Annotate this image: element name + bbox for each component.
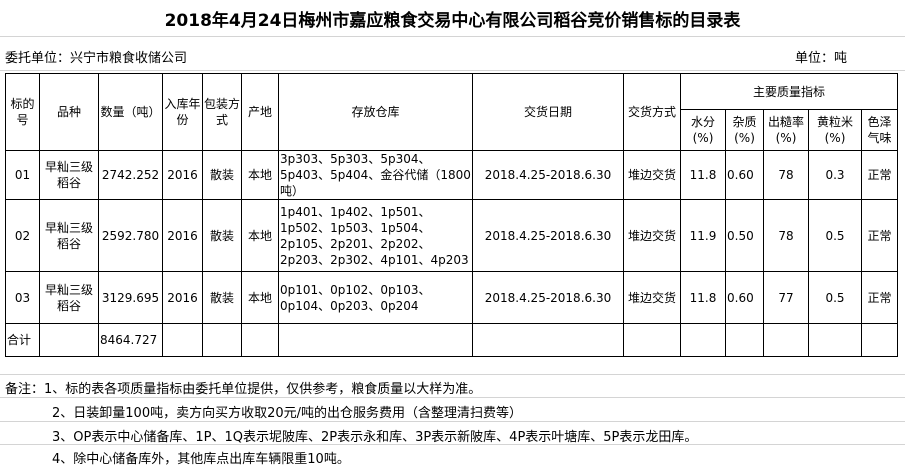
header-yellow: 黄粒米(%)	[808, 109, 862, 151]
page-title: 2018年4月24日梅州市嘉应粮食交易中心有限公司稻谷竞价销售标的目录表	[164, 11, 741, 31]
cell-qty: 3129.695	[98, 271, 163, 324]
cell-store: 0p101、0p102、0p103、0p104、0p203、0p204	[278, 271, 473, 324]
cell-yellow: 0.5	[808, 271, 862, 324]
header-color: 色泽气味	[861, 109, 898, 151]
header-impurity: 杂质(%)	[725, 109, 764, 151]
total-label: 合计	[5, 323, 40, 357]
cell-date: 2018.4.25-2018.6.30	[472, 199, 624, 272]
cell-yield: 78	[763, 150, 809, 200]
cell-no: 02	[5, 199, 40, 272]
unit-label: 单位：吨	[795, 51, 848, 66]
cell-origin: 本地	[241, 199, 279, 272]
table-row: 02 早籼三级稻谷 2592.780 2016 散装 本地 1p401、1p402、1p50…	[5, 199, 898, 272]
cell-no: 01	[5, 150, 40, 200]
cell-year: 2016	[162, 199, 203, 272]
header-pack: 包装方式	[202, 73, 242, 151]
cell-year: 2016	[162, 271, 203, 324]
cell-water: 11.9	[680, 199, 726, 272]
catalog-table: 标的号 品种 数量（吨） 入库年份 包装方式 产地 存放仓库 交货日期 交货方式…	[5, 73, 898, 357]
cell-variety: 早籼三级稻谷	[39, 271, 99, 324]
header-yield: 出糙率(%)	[763, 109, 809, 151]
header-variety: 品种	[39, 73, 99, 151]
cell-origin: 本地	[241, 150, 279, 200]
entrust-unit: 委托单位：兴宁市粮食收储公司	[5, 51, 188, 66]
note-1: 备注：1、标的表各项质量指标由委托单位提供，仅供参考，粮食质量以大样为准。	[5, 382, 482, 397]
header-origin: 产地	[241, 73, 279, 151]
table-row: 03 早籼三级稻谷 3129.695 2016 散装 本地 0p101、0p102、0p10…	[5, 271, 898, 324]
header-no: 标的号	[5, 73, 40, 151]
table-row: 01 早籼三级稻谷 2742.252 2016 散装 本地 3p303、5p303、5p30…	[5, 150, 898, 200]
cell-yield: 78	[763, 199, 809, 272]
cell-impurity: 0.50	[725, 199, 764, 272]
cell-method: 堆边交货	[623, 271, 681, 324]
cell-store: 1p401、1p402、1p501、1p502、1p503、1p504、2p10…	[278, 199, 473, 272]
cell-yellow: 0.5	[808, 199, 862, 272]
cell-origin: 本地	[241, 271, 279, 324]
total-row: 合计 8464.727	[5, 323, 898, 357]
header-qty: 数量（吨）	[98, 73, 163, 151]
cell-variety: 早籼三级稻谷	[39, 150, 99, 200]
cell-color: 正常	[861, 271, 898, 324]
cell-year: 2016	[162, 150, 203, 200]
cell-yellow: 0.3	[808, 150, 862, 200]
cell-yield: 77	[763, 271, 809, 324]
cell-pack: 散装	[202, 199, 242, 272]
header-quality: 主要质量指标	[680, 73, 898, 110]
cell-water: 11.8	[680, 271, 726, 324]
cell-no: 03	[5, 271, 40, 324]
cell-pack: 散装	[202, 150, 242, 200]
cell-method: 堆边交货	[623, 150, 681, 200]
cell-variety: 早籼三级稻谷	[39, 199, 99, 272]
cell-water: 11.8	[680, 150, 726, 200]
note-4: 4、除中心储备库外，其他库点出库车辆限重10吨。	[52, 452, 350, 466]
header-date: 交货日期	[472, 73, 624, 151]
cell-date: 2018.4.25-2018.6.30	[472, 150, 624, 200]
cell-store: 3p303、5p303、5p304、5p403、5p404、金谷代储（1800吨…	[278, 150, 473, 200]
header-water: 水分(%)	[680, 109, 726, 151]
cell-color: 正常	[861, 150, 898, 200]
cell-pack: 散装	[202, 271, 242, 324]
header-year: 入库年份	[162, 73, 203, 151]
note-2: 2、日装卸量100吨，卖方向买方收取20元/吨的出仓服务费用（含整理清扫费等）	[52, 406, 523, 421]
cell-qty: 2742.252	[98, 150, 163, 200]
note-3: 3、OP表示中心储备库、1P、1Q表示坭陂库、2P表示永和库、3P表示新陂库、4…	[52, 430, 698, 445]
cell-impurity: 0.60	[725, 150, 764, 200]
cell-method: 堆边交货	[623, 199, 681, 272]
header-method: 交货方式	[623, 73, 681, 151]
header-store: 存放仓库	[278, 73, 473, 151]
cell-color: 正常	[861, 199, 898, 272]
cell-impurity: 0.60	[725, 271, 764, 324]
total-qty: 8464.727	[98, 323, 163, 357]
cell-date: 2018.4.25-2018.6.30	[472, 271, 624, 324]
cell-qty: 2592.780	[98, 199, 163, 272]
